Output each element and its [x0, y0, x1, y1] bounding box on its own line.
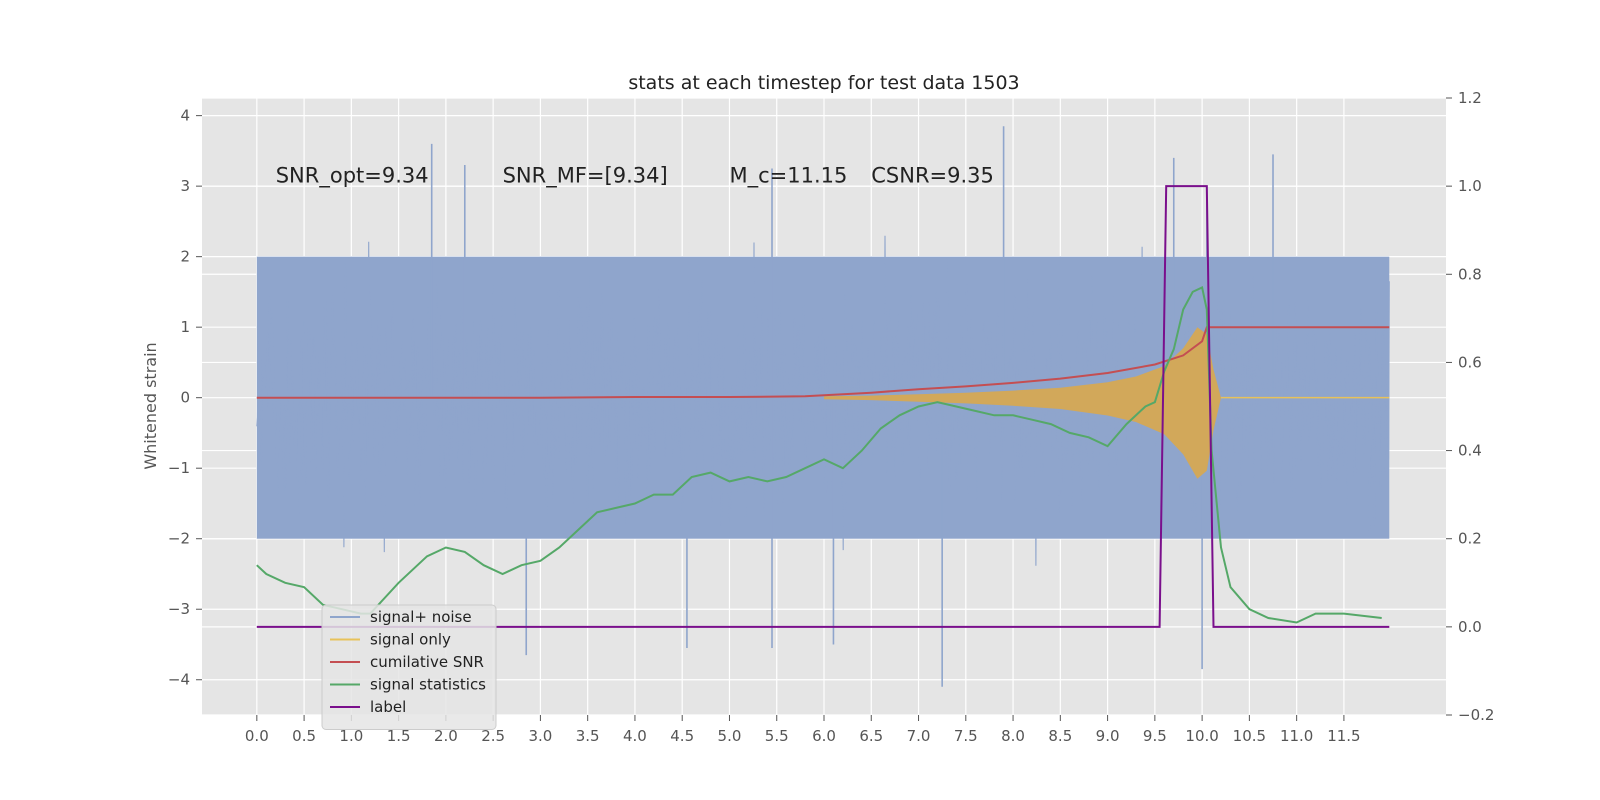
legend-box	[321, 604, 497, 730]
chart-title: stats at each timestep for test data 150…	[628, 72, 1019, 94]
y2-tick-label: 0.8	[1458, 265, 1482, 283]
annotations: SNR_opt=9.34 SNR_MF=[9.34] M_c=11.15 CSNR=9…	[276, 164, 994, 189]
y2-tick-label: 0.2	[1458, 530, 1482, 548]
x-tick-label: 11.0	[1280, 727, 1313, 745]
y2-tick-label: 1.0	[1458, 177, 1482, 195]
signal-only-envelope	[824, 327, 1390, 479]
x-tick-label: 2.5	[481, 727, 505, 745]
x-tick-label: 0.5	[292, 727, 316, 745]
y2-tick-label: 1.2	[1458, 89, 1482, 107]
x-tick-label: 1.0	[339, 727, 363, 745]
series-lines	[256, 185, 1390, 628]
x-tick-label: 4.0	[623, 727, 647, 745]
y-axis-label: Whitened strain	[141, 342, 160, 469]
y-tick-label: 2	[180, 248, 190, 266]
x-tick-label: 7.0	[907, 727, 931, 745]
y2-tick-label: 0.0	[1458, 618, 1482, 636]
series-line-label	[256, 185, 1390, 628]
x-tick-label: 3.0	[528, 727, 552, 745]
x-tick-label: 3.5	[576, 727, 600, 745]
y2-tick-label: −0.2	[1458, 706, 1494, 724]
legend-ghost-label: cumilative SNR	[370, 698, 484, 716]
x-tick-label: 6.5	[859, 727, 883, 745]
axes: 0.0 0.5 1.0 1.5 2.0 2.5 3.0 3.5 4.0 4.5 5.0 5.5 6.0 6…	[168, 89, 1495, 745]
x-tick-label: 9.0	[1096, 727, 1120, 745]
y2-tick-label: 0.6	[1458, 353, 1482, 371]
annotation: M_c=11.15	[729, 164, 847, 189]
x-tick-label: 8.0	[1001, 727, 1025, 745]
x-tick-label: 2.0	[434, 727, 458, 745]
x-tick-label: 4.5	[670, 727, 694, 745]
y-tick-label: 1	[180, 318, 190, 336]
y2-tick-label: 0.4	[1458, 442, 1482, 460]
x-tick-label: 1.5	[387, 727, 411, 745]
x-tick-label: 9.5	[1143, 727, 1167, 745]
y-tick-label: 4	[180, 107, 190, 125]
x-tick-label: 10.5	[1233, 727, 1266, 745]
legend-label: signal statistics	[370, 676, 486, 694]
series-line-signal-statistics	[256, 286, 1382, 624]
x-tick-label: 10.0	[1185, 727, 1218, 745]
y-tick-label: −2	[168, 530, 190, 548]
legend: signal+ noise signal only cumilative SNR si…	[321, 604, 497, 730]
x-tick-label: 11.5	[1327, 727, 1360, 745]
series-line-cumilative-snr	[256, 326, 1390, 399]
x-tick-label: 0.0	[245, 727, 269, 745]
y-tick-label: −4	[168, 671, 190, 689]
legend-label: signal only	[370, 631, 451, 649]
noise-trace	[256, 235, 1390, 566]
signal-only-series	[824, 327, 1390, 479]
x-tick-label: 5.0	[718, 727, 742, 745]
annotation: SNR_opt=9.34	[276, 164, 429, 189]
y-tick-label: −3	[168, 600, 190, 618]
legend-label: label	[370, 698, 406, 716]
x-tick-label: 6.0	[812, 727, 836, 745]
y-tick-label: −1	[168, 459, 190, 477]
x-tick-label: 8.5	[1048, 727, 1072, 745]
y-tick-label: 0	[180, 389, 190, 407]
annotation: SNR_MF=[9.34]	[503, 164, 668, 189]
legend-label: signal+ noise	[370, 608, 472, 626]
y-tick-label: 3	[180, 177, 190, 195]
annotation: CSNR=9.35	[871, 164, 994, 188]
legend-label: cumilative SNR	[370, 653, 484, 671]
x-tick-label: 5.5	[765, 727, 789, 745]
x-tick-label: 7.5	[954, 727, 978, 745]
